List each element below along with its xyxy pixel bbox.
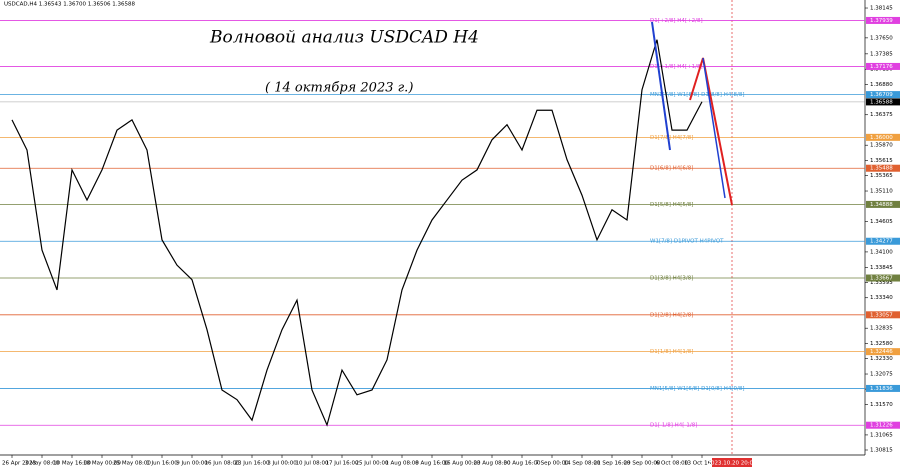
x-tick-label: 7 Sep 00:00 (535, 461, 569, 467)
level-price-label: 1.33667 (870, 276, 893, 282)
y-tick-label: 1.32330 (870, 356, 893, 362)
level-label: D1[5/8] H4[5/8] (650, 202, 693, 208)
x-tick-label: 25 May 08:00 (113, 461, 151, 467)
y-tick-label: 1.33595 (870, 280, 893, 286)
y-tick-label: 1.37385 (870, 51, 893, 57)
y-tick-label: 1.31570 (870, 402, 893, 408)
x-tick-label: 6 Oct 08:00 (656, 461, 689, 467)
y-tick-label: 1.36880 (870, 82, 893, 88)
y-tick-label: 1.32580 (870, 341, 893, 347)
y-tick-label: 1.35110 (870, 189, 893, 195)
x-tick-label: 13 Oct 16:00 (684, 461, 720, 467)
level-price-box (866, 133, 900, 141)
time-marker-box (712, 458, 752, 467)
x-tick-label: 3 May 08:00 (25, 461, 60, 467)
level-label: D1[+2/8] H4[+2/8] (650, 18, 703, 24)
level-price-label: 1.36000 (870, 135, 893, 141)
forecast-arrows (651, 21, 733, 206)
level-label: D1[7/8] H4[7/8] (650, 135, 693, 141)
level-label: D1[+1/8] H4[+1/8] (650, 64, 703, 70)
level-price-box (866, 421, 900, 429)
level-price-label: 1.36709 (870, 92, 893, 98)
x-tick-label: 17 Jul 16:00 (326, 461, 359, 467)
x-tick-label: 10 Jul 08:00 (296, 461, 329, 467)
wave-line (651, 21, 671, 151)
level-label: D1[6/8] H4[6/8] (650, 166, 693, 172)
y-tick-label: 1.30815 (870, 447, 893, 453)
level-price-label: 1.31226 (870, 423, 893, 429)
time-marker-label: 2023.10.20 20:00 (707, 461, 757, 467)
x-tick-label: 9 Jun 00:00 (176, 461, 208, 467)
level-price-box (866, 16, 900, 24)
x-tick-label: 30 Aug 16:00 (503, 461, 541, 467)
x-tick-label: 16 Aug 00:00 (443, 461, 481, 467)
x-tick-label: 3 Jul 00:00 (267, 461, 297, 467)
x-tick-label: 26 Apr 2023 (2, 461, 37, 467)
level-label: MN1[7/8] W1[8/8] D1[8/8] H4[8/8] (650, 92, 744, 98)
x-tick-label: 18 May 00:00 (83, 461, 121, 467)
x-tick-label: 25 Jul 00:00 (356, 461, 389, 467)
y-tick-label: 1.32075 (870, 372, 893, 378)
x-tick-label: 1 Jun 16:00 (146, 461, 178, 467)
level-price-label: 1.33057 (870, 312, 893, 318)
level-price-label: 1.32446 (870, 349, 893, 355)
x-tick-label: 23 Aug 08:00 (473, 461, 511, 467)
level-price-box (866, 91, 900, 99)
level-price-box (866, 311, 900, 319)
level-price-label: 1.34888 (870, 202, 893, 208)
level-label: D1[1/8] H4[1/8] (650, 349, 693, 355)
current-price-box (866, 98, 900, 106)
y-tick-label: 1.32835 (870, 326, 893, 332)
level-price-label: 1.34277 (870, 239, 893, 245)
level-label: D1[2/8] H4[2/8] (650, 312, 693, 318)
x-tick-label: 10 May 16:00 (53, 461, 91, 467)
x-tick-label: 8 Aug 16:00 (415, 461, 449, 467)
price-line (11, 39, 703, 427)
chart-title: Волновой анализ USDCAD H4 (209, 28, 479, 48)
y-tick-label: 1.35870 (870, 143, 893, 149)
level-label: D1[3/8] H4[3/8] (650, 276, 693, 282)
level-price-box (866, 62, 900, 70)
level-label: W1[7/8] D1PIVOT H4PIVOT (650, 239, 724, 245)
forecast-blue (702, 57, 726, 199)
level-price-box (866, 164, 900, 172)
level-price-box (866, 384, 900, 392)
y-tick-label: 1.31065 (870, 432, 893, 438)
level-price-box (866, 200, 900, 208)
level-price-label: 1.37939 (870, 18, 893, 24)
level-price-box (866, 348, 900, 356)
current-price-label: 1.36588 (870, 99, 893, 105)
y-tick-label: 1.33845 (870, 265, 893, 271)
y-tick-label: 1.38145 (870, 6, 893, 12)
x-tick-label: 21 Sep 16:00 (594, 461, 631, 467)
x-tick-label: 23 Jun 16:00 (235, 461, 270, 467)
level-price-box (866, 274, 900, 282)
level-price-label: 1.35488 (870, 166, 893, 172)
y-tick-label: 1.37650 (870, 35, 893, 41)
y-tick-label: 1.34605 (870, 219, 893, 225)
level-price-box (866, 237, 900, 245)
y-tick-label: 1.36375 (870, 112, 893, 118)
y-tick-label: 1.33340 (870, 295, 893, 301)
x-tick-label: 16 Jun 08:00 (205, 461, 240, 467)
level-price-label: 1.31836 (870, 386, 893, 392)
y-tick-label: 1.35365 (870, 173, 893, 179)
x-tick-label: 14 Sep 08:00 (564, 461, 601, 467)
level-label: MN1[5/8] W1[6/8] D1[0/8] H4[0/8] (650, 386, 744, 392)
y-tick-label: 1.35615 (870, 158, 893, 164)
x-tick-label: 1 Aug 08:00 (385, 461, 419, 467)
chart-subtitle: ( 14 октября 2023 г.) (265, 81, 413, 96)
x-tick-label: 29 Sep 00:00 (624, 461, 661, 467)
y-tick-label: 1.34100 (870, 249, 893, 255)
header: USDCAD,H4 1.36543 1.36700 1.36506 1.3658… (4, 2, 135, 8)
level-price-label: 1.37176 (870, 64, 893, 70)
level-label: D1[-1/8] H4[-1/8] (650, 423, 697, 429)
